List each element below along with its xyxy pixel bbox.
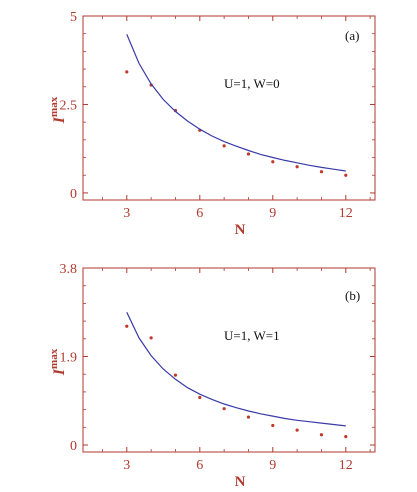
panel-b-data-point — [149, 336, 153, 340]
panel-b-ytick-label: 1.9 — [60, 351, 78, 366]
panel-b-data-point — [125, 324, 129, 328]
panel-a-data-point — [222, 144, 226, 148]
panel-b-data-point — [319, 433, 324, 437]
panel-b-tag: (b) — [345, 288, 360, 303]
panel-a-ytick-label: 5 — [70, 10, 77, 25]
panel-a-ytick-label: 2.5 — [60, 98, 78, 113]
panel-b-ytick-label: 3.8 — [60, 262, 78, 277]
panel-b-xtick-label: 12 — [339, 458, 353, 473]
panel-a-data-point — [125, 70, 129, 74]
panel-a-ylabel-sup: max — [48, 96, 60, 117]
panel-b-data-point — [295, 428, 299, 432]
panel-b-xlabel: N — [235, 474, 246, 490]
panel-b-data-point — [246, 415, 251, 419]
svg-text:Imax: Imax — [48, 348, 68, 376]
panel-a-data-point — [295, 165, 299, 169]
panel-a-xtick-label: 6 — [196, 206, 203, 221]
svg-text:Imax: Imax — [48, 96, 68, 124]
panel-b-xtick-label: 3 — [123, 458, 130, 473]
panel-b-data-point — [198, 395, 202, 400]
panel-b-xtick-label: 9 — [269, 458, 276, 473]
panel-b-annotation: U=1, W=1 — [224, 328, 280, 343]
panel-a-xlabel: N — [235, 222, 246, 238]
panel-a-data-point — [271, 160, 275, 164]
panel-a-ylabel: Imax — [48, 96, 68, 124]
panel-a-frame — [82, 15, 376, 201]
panel-b-data-point — [271, 423, 275, 428]
panel-b-data-point — [344, 435, 348, 439]
panel-a-data-point — [319, 170, 324, 174]
panel-b-frame — [82, 267, 376, 453]
panel-b-ylabel: Imax — [48, 348, 68, 376]
panel-a-data-point — [246, 152, 251, 156]
panel-b-ylabel-main: I — [51, 368, 68, 376]
panel-b-xtick-label: 6 — [196, 458, 203, 473]
panel-a-ylabel-main: I — [51, 116, 68, 124]
panel-a-xtick-label: 12 — [339, 206, 353, 221]
panel-a-xtick-label: 3 — [123, 206, 130, 221]
panel-a-annotation: U=1, W=0 — [224, 76, 280, 91]
panel-a-xtick-label: 9 — [269, 206, 276, 221]
panel-b-fit-curve — [126, 312, 346, 427]
panel-b-data-point — [222, 407, 226, 411]
panel-a-tag: (a) — [345, 28, 359, 43]
panel-a-data-point — [344, 173, 348, 177]
panel-a-ytick-label: 0 — [70, 187, 77, 202]
panel-b-data-point — [173, 373, 178, 377]
panel-b: (b) U=1, W=1 N Imax 3 6 9 12 0 1.9 3.8 — [48, 262, 376, 490]
panel-a: (a) U=1, W=0 N Imax 3 6 9 12 0 2.5 5 — [48, 10, 376, 238]
panel-b-ylabel-sup: max — [48, 348, 60, 369]
panel-b-ytick-label: 0 — [70, 439, 77, 454]
panel-a-fit-curve — [126, 34, 346, 172]
